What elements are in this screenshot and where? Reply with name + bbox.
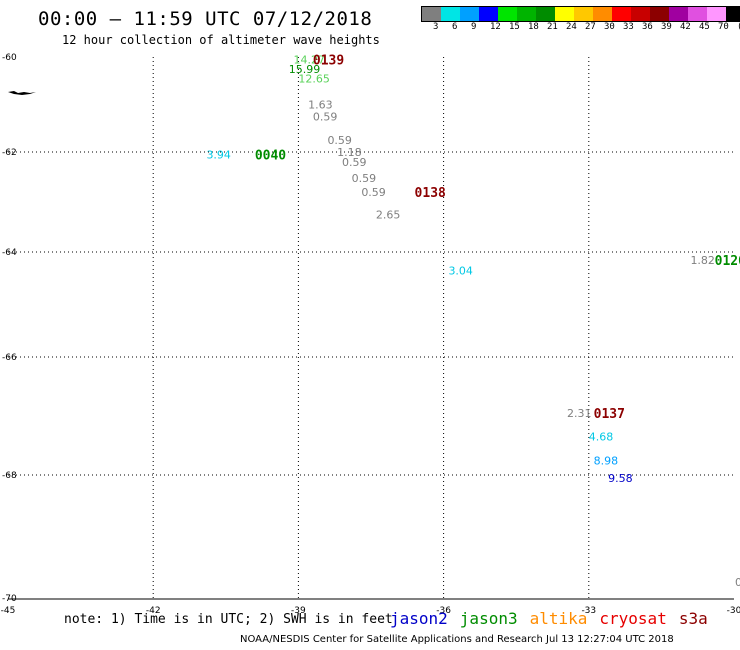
latitude-tick-label: -62	[2, 148, 17, 158]
wave-height-value: 0.59	[361, 186, 386, 199]
longitude-tick-label: -42	[146, 606, 161, 616]
wave-height-value: 14.27	[294, 53, 326, 66]
wave-height-value: 4.68	[589, 431, 614, 444]
wave-height-value: 2.65	[376, 209, 401, 222]
latitude-tick-label: -66	[2, 353, 17, 363]
colorbar-tick-label: 45	[699, 22, 710, 32]
latitude-tick-label: -68	[2, 471, 17, 481]
wave-height-value: 1.82	[690, 254, 715, 267]
colorbar-tick-label: 3	[433, 22, 439, 32]
latitude-tick-label: -70	[2, 594, 17, 604]
colorbar-tick-label: 24	[566, 22, 577, 32]
wave-height-value: 1.18	[337, 146, 362, 159]
colorbar-tick-label: 12	[490, 22, 501, 32]
map-title: 00:00 – 11:59 UTC 07/12/2018	[38, 8, 373, 30]
wave-height-value: 12.65	[298, 72, 330, 85]
colorbar-tick-label: 27	[585, 22, 596, 32]
colorbar-swatch	[517, 7, 536, 21]
colorbar-swatch	[479, 7, 498, 21]
colorbar-swatch	[441, 7, 460, 21]
wave-height-value: 0.59	[342, 156, 367, 169]
colorbar-swatch	[650, 7, 669, 21]
colorbar-swatch	[536, 7, 555, 21]
colorbar-tick-label: 6	[452, 22, 458, 32]
wave-height-value: 0.59	[352, 172, 377, 185]
longitude-tick-label: -39	[291, 606, 306, 616]
wave-height-value: 1.63	[308, 99, 333, 112]
wave-height-value: 15.99	[289, 63, 321, 76]
wave-height-value: 0.59	[313, 110, 338, 123]
longitude-tick-label: -33	[581, 606, 596, 616]
footnote: note: 1) Time is in UTC; 2) SWH is in fe…	[64, 612, 393, 627]
colorbar-tick-label: 15	[509, 22, 520, 32]
colorbar-swatch	[669, 7, 688, 21]
colorbar-swatch	[498, 7, 517, 21]
pass-number-label: 0137	[594, 407, 625, 422]
wave-height-colorbar	[421, 6, 740, 22]
colorbar-tick-label: 36	[642, 22, 653, 32]
colorbar-swatch	[460, 7, 479, 21]
colorbar-tick-label: 9	[471, 22, 477, 32]
wave-height-value: 2.31	[567, 407, 592, 420]
colorbar-tick-label: 30	[604, 22, 615, 32]
colorbar-tick-label: 42	[680, 22, 691, 32]
island-coastline	[8, 91, 36, 95]
colorbar-swatch	[631, 7, 650, 21]
credit-line: NOAA/NESDIS Center for Satellite Applica…	[240, 634, 674, 645]
longitude-tick-label: -45	[1, 606, 16, 616]
satellite-legend-s3a: s3a	[678, 609, 708, 628]
wave-height-value: 3.04	[448, 264, 473, 277]
longitude-tick-label: -30	[727, 606, 740, 616]
satellite-legend-jason2: jason2	[390, 609, 448, 628]
latitude-tick-label: -64	[2, 248, 17, 258]
edge-label: 0	[735, 576, 740, 589]
satellite-legend-altika: altika	[529, 609, 588, 628]
colorbar-swatch	[422, 7, 441, 21]
map-axes: -45 -42 -39 -36 -33 -30 -60 -62 -64 -66 -68 -70	[1, 53, 740, 616]
wave-height-value: 8.98	[594, 454, 619, 467]
pass-number-label: 0139	[313, 53, 344, 68]
satellite-legend-jason3: jason3	[459, 609, 518, 628]
colorbar-tick-label: 18	[528, 22, 539, 32]
colorbar-swatch	[688, 7, 707, 21]
wave-height-value: 3.94	[206, 149, 231, 162]
colorbar-swatch	[593, 7, 612, 21]
satellite-legend-cryosat: cryosat	[599, 609, 667, 628]
colorbar-swatch	[707, 7, 726, 21]
wave-height-observations: 14.2715.9912.651.630.590.591.180.590.590…	[206, 53, 715, 485]
colorbar-tick-label: 21	[547, 22, 558, 32]
colorbar-tick-label: 39	[661, 22, 672, 32]
map-grid	[8, 57, 734, 599]
colorbar-swatch	[555, 7, 574, 21]
pass-number-label: 0040	[255, 149, 286, 164]
colorbar-swatch	[574, 7, 593, 21]
colorbar-tick-label: 33	[623, 22, 634, 32]
colorbar-swatch	[726, 7, 740, 21]
colorbar-tick-label: 70	[718, 22, 729, 32]
wave-height-value: 0.59	[327, 134, 352, 147]
map-subtitle: 12 hour collection of altimeter wave hei…	[62, 33, 380, 47]
longitude-tick-label: -36	[436, 606, 451, 616]
wave-height-value: 9.58	[608, 472, 633, 485]
pass-number-label: 0138	[415, 186, 446, 201]
colorbar-swatch	[612, 7, 631, 21]
latitude-tick-label: -60	[2, 53, 17, 63]
colorbar-tick-label: (ft)	[737, 22, 740, 32]
satellite-legend: jason2 jason3 altika cryosat s3a	[390, 609, 720, 628]
